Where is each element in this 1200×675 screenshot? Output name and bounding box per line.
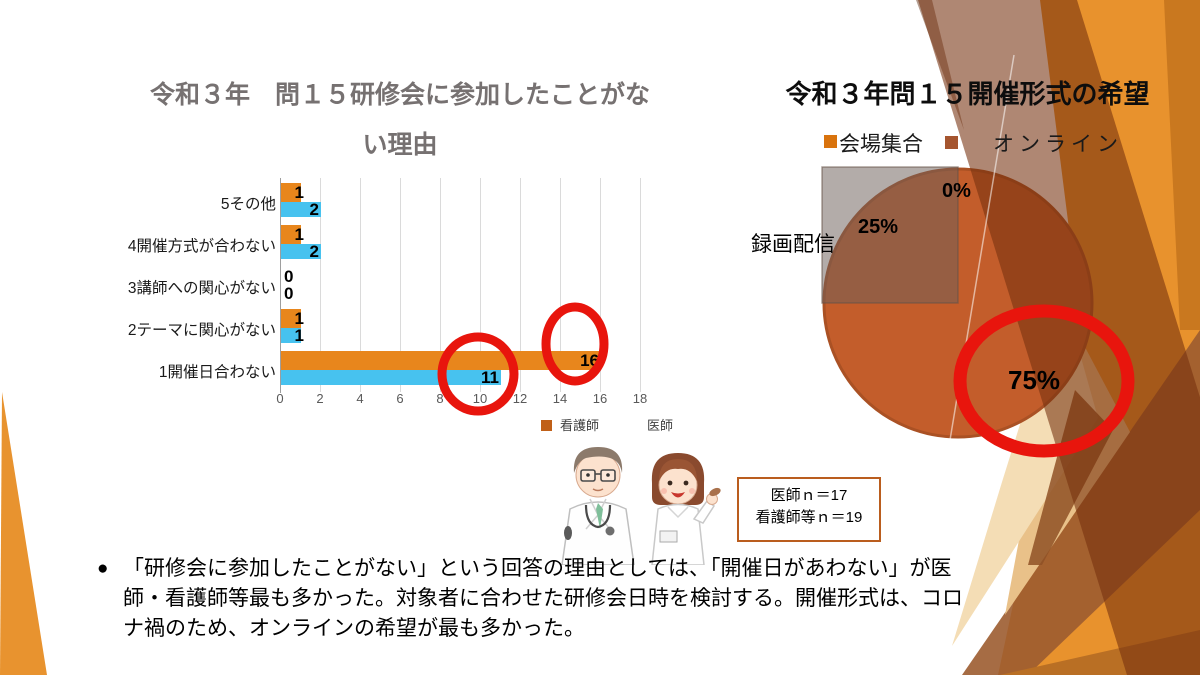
pie-legend-marker-kaijo — [824, 135, 837, 148]
bar-医師 — [281, 328, 301, 343]
bullet-marker: ● — [97, 558, 109, 579]
nurse-held-item — [709, 487, 721, 497]
bar-医師 — [281, 202, 321, 217]
bar-chart-tick-label: 2 — [316, 391, 324, 406]
bar-legend-label-ishi: 医師 — [647, 418, 674, 433]
bg-translucent-band — [918, 0, 1200, 675]
bar-legend-label-kangoshi: 看護師 — [560, 418, 600, 433]
doctor-pager — [564, 526, 572, 540]
bar-value-label: 2 — [309, 200, 319, 219]
nurse-blush-right — [689, 488, 695, 494]
sample-size-doctor: 医師ｎ＝17 — [770, 487, 848, 504]
doctor-eye-left — [586, 473, 590, 477]
doctor-figure — [561, 447, 635, 565]
bar-chart-category-label: 2テーマに関心がない — [127, 322, 276, 339]
bar-chart-gridline — [400, 178, 401, 392]
bg-dark-strip-topright — [1164, 0, 1200, 330]
nurse-dress — [651, 503, 705, 565]
bar-chart-tick-label: 14 — [552, 391, 568, 406]
pie-label-25pct: 25% — [858, 216, 899, 238]
pie-chart-title: 令和３年問１５開催形式の希望 — [785, 79, 1150, 109]
bar-chart-tick-label: 12 — [512, 391, 528, 406]
bar-chart-axis-line — [280, 178, 281, 393]
bar-chart-tick-label: 4 — [356, 391, 364, 406]
doctor-tie — [596, 503, 603, 529]
bar-医師 — [281, 244, 321, 259]
pie-label-rokuga-haishin: 録画配信 — [751, 233, 835, 256]
bar-chart-category-label: 5その他 — [220, 196, 276, 213]
bar-value-label: 1 — [294, 326, 304, 345]
bar-value-label: 0 — [284, 267, 294, 286]
nurse-mouth — [671, 492, 685, 498]
bar-chart-gridline — [440, 178, 441, 392]
bar-chart-tick-label: 8 — [436, 391, 444, 406]
bar-看護師 — [281, 225, 301, 244]
bar-chart-tick-label: 10 — [472, 391, 488, 406]
pie-label-75pct: 75% — [1008, 365, 1061, 395]
nurse-eye-right — [683, 480, 689, 486]
nurse-eye-left — [667, 480, 673, 486]
bar-value-label: 1 — [294, 309, 304, 328]
sample-size-box: 医師ｎ＝17 看護師等ｎ＝19 — [737, 477, 881, 542]
nurse-blush-left — [661, 488, 667, 494]
nurse-bangs — [659, 459, 697, 481]
red-annotation-circle-11 — [437, 332, 519, 416]
doctor-stethoscope — [584, 504, 612, 529]
bullet-text: 「研修会に参加したことがない」という回答の理由としては、「開催日があわない」が医… — [123, 557, 963, 640]
bar-chart-title: 令和３年 問１５研修会に参加したことがな い理由 — [110, 70, 690, 170]
bar-看護師 — [281, 183, 301, 202]
doctor-eye-right — [606, 473, 610, 477]
bar-chart-gridline — [360, 178, 361, 392]
doctor-stethoscope-chestpiece — [605, 526, 615, 536]
bar-chart-gridline — [560, 178, 561, 392]
bar-chart-gridline — [600, 178, 601, 392]
bar-chart-gridline — [520, 178, 521, 392]
bar-chart-gridline — [320, 178, 321, 392]
sample-size-nurse: 看護師等ｎ＝19 — [755, 509, 863, 526]
bar-chart-tick-label: 0 — [276, 391, 284, 406]
nurse-arm-raised — [692, 499, 716, 524]
bar-chart-category-label: 4開催方式が合わない — [127, 238, 276, 255]
pie-label-0pct: 0% — [942, 180, 971, 202]
nurse-figure — [651, 453, 721, 565]
bar-chart-tick-label: 16 — [592, 391, 608, 406]
pie-legend-marker-online — [945, 136, 958, 149]
bar-legend-marker-kangoshi — [541, 420, 552, 431]
bar-value-label: 1 — [294, 225, 304, 244]
doctor-coat — [561, 501, 635, 565]
bar-chart-category-label: 1開催日合わない — [158, 364, 276, 381]
bar-value-label: 0 — [284, 284, 294, 303]
bar-chart-title-line1: 令和３年 問１５研修会に参加したことがな — [149, 81, 650, 109]
bar-chart-gridline — [640, 178, 641, 392]
bar-chart-category-label: 3講師への関心がない — [127, 280, 276, 297]
bar-看護師 — [281, 309, 301, 328]
bar-chart-tick-label: 18 — [632, 391, 648, 406]
pie-legend-label-online: オンライン — [993, 133, 1123, 156]
bar-chart-gridline — [480, 178, 481, 392]
doctor-hair — [573, 447, 623, 473]
red-annotation-circle-75 — [953, 304, 1135, 458]
bar-value-label: 1 — [294, 183, 304, 202]
bar-value-label: 2 — [309, 242, 319, 261]
nurse-collar — [667, 506, 689, 519]
bg-left-orange-wedge — [0, 392, 47, 675]
bar-chart-tick-label: 6 — [396, 391, 404, 406]
pie-slice-quarter-25-overlay — [821, 166, 959, 304]
bar-value-label: 11 — [481, 368, 499, 387]
bar-chart-title-line2: い理由 — [362, 131, 438, 159]
nurse-name-tag — [659, 530, 678, 543]
red-annotation-circle-16 — [541, 302, 609, 386]
doctor-mouth — [592, 488, 604, 492]
doctor-nurse-illustration — [561, 447, 721, 565]
summary-bullet: ● 「研修会に参加したことがない」という回答の理由としては、「開催日があわない」… — [97, 554, 977, 644]
pie-legend-label-kaijo: 会場集合 — [839, 133, 923, 156]
